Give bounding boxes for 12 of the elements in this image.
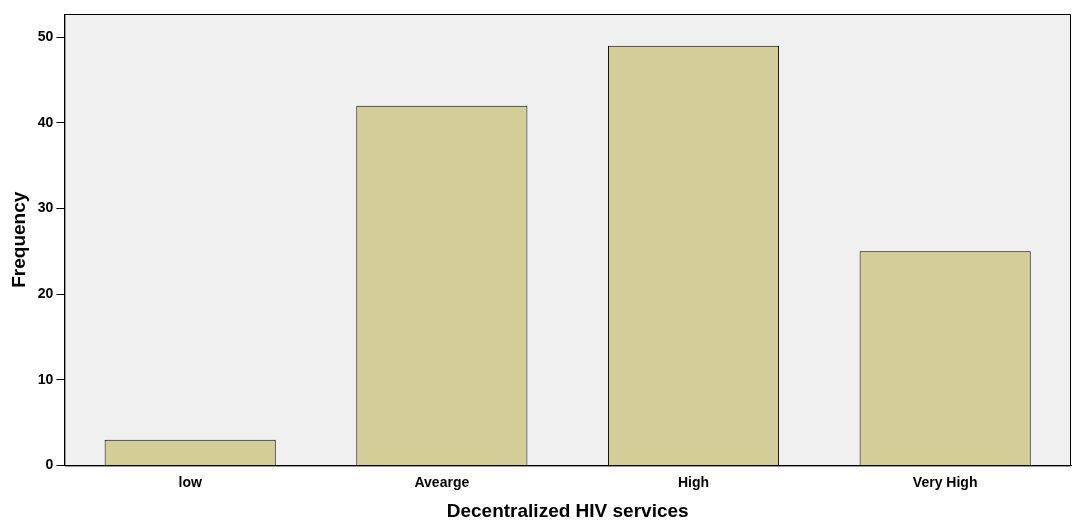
y-tick-label: 40 xyxy=(37,113,54,130)
y-axis-title: Frequency xyxy=(7,191,29,288)
y-tick-label: 10 xyxy=(37,370,54,387)
x-tick-label: Avearge xyxy=(414,473,470,490)
x-tick-label: low xyxy=(178,473,202,490)
y-tick-label: 20 xyxy=(37,284,54,301)
x-tick-label: Very High xyxy=(912,473,978,490)
y-tick-label: 30 xyxy=(37,199,54,216)
y-tick-label: 50 xyxy=(37,27,54,44)
x-axis-title: Decentralized HIV services xyxy=(446,499,689,521)
x-tick-label: High xyxy=(677,473,710,490)
y-tick-label: 0 xyxy=(45,456,54,473)
